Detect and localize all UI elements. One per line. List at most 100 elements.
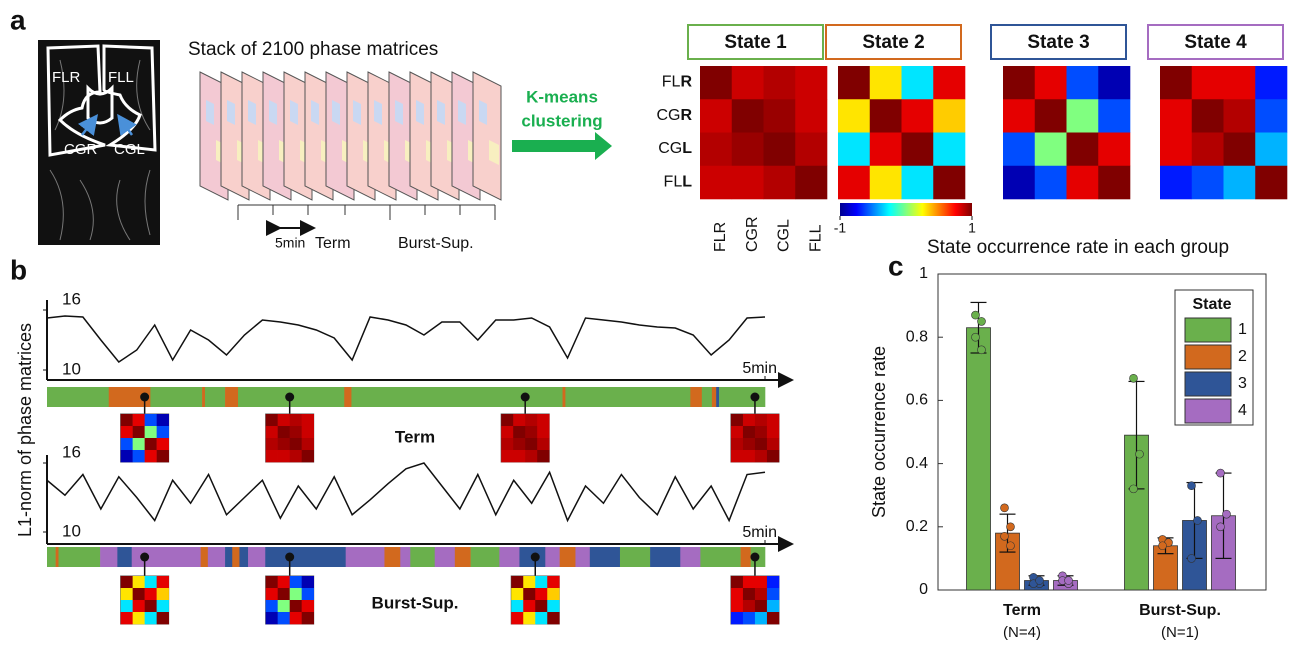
page: abcFLRFLLCGRCGLStack of 2100 phase matri…: [0, 0, 1289, 646]
state-segment: [702, 387, 712, 407]
matrix-cell: [1035, 133, 1067, 167]
group-note: (N=4): [1003, 624, 1041, 641]
thumbnail-cell: [731, 600, 743, 612]
row-label-part: CG: [656, 107, 680, 124]
legend-label: 2: [1238, 348, 1247, 365]
state-header: State 4: [1184, 32, 1247, 53]
data-point: [1159, 542, 1167, 550]
data-point: [978, 346, 986, 354]
thumbnail-cell: [513, 438, 525, 450]
thumbnail-cell: [743, 576, 755, 588]
state-segment: [346, 547, 385, 567]
thumbnail-cell: [302, 414, 314, 426]
colorbar-label: -1: [834, 220, 847, 236]
thumbnail-cell: [755, 438, 767, 450]
brain-label: FLL: [108, 69, 134, 86]
thumbnail-cell: [157, 600, 169, 612]
thumbnail-cell: [511, 600, 523, 612]
thumbnail-pin-head: [750, 553, 759, 562]
thumbnail-cell: [511, 576, 523, 588]
stack-patch: [374, 100, 382, 125]
thumbnail-cell: [290, 426, 302, 438]
thumbnail-cell: [535, 588, 547, 600]
legend-swatch: [1185, 345, 1231, 369]
stack-patch: [248, 100, 256, 125]
stack-patch: [353, 100, 361, 125]
thumbnail-cell: [121, 576, 133, 588]
y-tick-label: 0.8: [906, 328, 928, 345]
y-tick-label: 16: [62, 442, 81, 461]
col-label: FLR: [712, 222, 729, 252]
state-segment: [650, 547, 680, 567]
thumbnail-cell: [767, 414, 779, 426]
row-label-part: L: [682, 174, 692, 191]
thumbnail-cell: [743, 588, 755, 600]
matrix-cell: [764, 99, 796, 133]
matrix-cell: [1192, 166, 1224, 200]
thumbnail-cell: [535, 612, 547, 624]
thumbnail-cell: [511, 612, 523, 624]
state-segment: [384, 547, 400, 567]
y-axis-label: L1-norm of phase matrices: [15, 323, 35, 537]
thumbnail-cell: [302, 438, 314, 450]
matrix-cell: [1003, 166, 1035, 200]
matrix-cell: [870, 99, 902, 133]
state-segment: [248, 547, 266, 567]
thumbnail-cell: [145, 426, 157, 438]
thumbnail-cell: [121, 426, 133, 438]
y-axis-label: State occurrence rate: [869, 346, 889, 518]
matrix-cell: [838, 133, 870, 167]
thumbnail-pin-head: [531, 553, 540, 562]
state-segment: [344, 387, 351, 407]
col-label: FLL: [807, 224, 824, 252]
stack-patch: [332, 100, 340, 125]
state-segment: [499, 547, 519, 567]
thumbnail-cell: [133, 612, 145, 624]
timeline-label: Term: [315, 235, 351, 252]
state-segment: [545, 547, 560, 567]
thumbnail-cell: [266, 612, 278, 624]
thumbnail-cell: [537, 414, 549, 426]
matrix-cell: [732, 66, 764, 100]
row-label-part: R: [680, 107, 692, 124]
trace-line: [47, 316, 765, 362]
row-label-part: L: [682, 140, 692, 157]
data-point: [1188, 554, 1196, 562]
matrix-cell: [764, 166, 796, 200]
matrix-cell: [795, 166, 827, 200]
thumbnail-cell: [133, 588, 145, 600]
matrix-cell: [902, 99, 934, 133]
thumbnail-cell: [278, 450, 290, 462]
stack-patch: [416, 100, 424, 125]
timeline-label: 5min: [275, 235, 305, 251]
matrix-cell: [1192, 133, 1224, 167]
thumbnail-cell: [278, 600, 290, 612]
state-segment: [58, 547, 100, 567]
matrix-cell: [764, 66, 796, 100]
matrix-cell: [1067, 166, 1099, 200]
matrix-cell: [1160, 99, 1192, 133]
state-segment: [225, 387, 238, 407]
thumbnail-cell: [157, 612, 169, 624]
row-label: CGL: [658, 140, 692, 157]
thumbnail-cell: [121, 438, 133, 450]
thumbnail-cell: [501, 450, 513, 462]
thumbnail-cell: [537, 438, 549, 450]
y-tick-label: 10: [62, 521, 81, 540]
thumbnail-cell: [133, 414, 145, 426]
thumbnail-cell: [302, 612, 314, 624]
matrix-cell: [1224, 166, 1256, 200]
matrix-cell: [870, 133, 902, 167]
thumbnail-pin-head: [140, 393, 149, 402]
matrix-cell: [1255, 66, 1287, 100]
matrix-cell: [1098, 99, 1130, 133]
stack-patch: [437, 100, 445, 125]
matrix-cell: [700, 166, 732, 200]
arrow-label: K-means: [526, 87, 598, 106]
thumbnail-cell: [755, 600, 767, 612]
y-tick-label: 0: [919, 581, 928, 598]
state-segment: [351, 387, 562, 407]
thumbnail-cell: [731, 612, 743, 624]
legend-label: 4: [1238, 402, 1247, 419]
thumbnail-cell: [302, 588, 314, 600]
